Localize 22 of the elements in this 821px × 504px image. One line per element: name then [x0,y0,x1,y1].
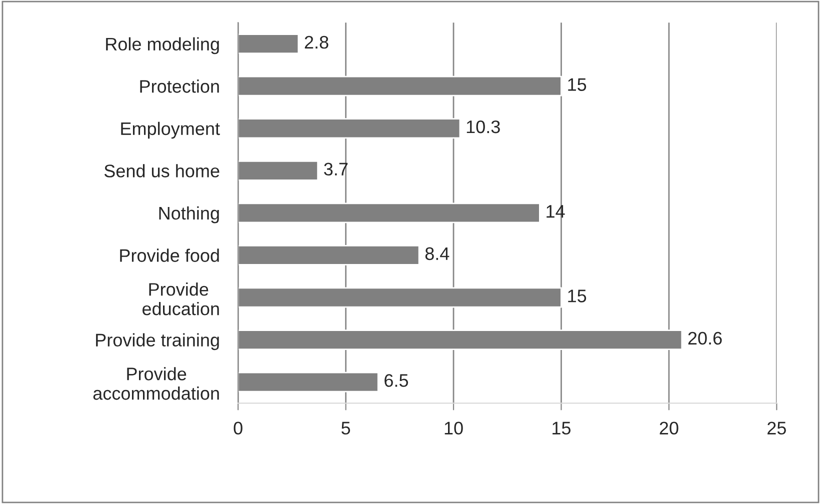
y-tick-label: Provide education [142,282,219,316]
data-label: 20.6 [688,332,722,345]
x-tick-label: 0 [234,422,242,435]
data-label: 10.3 [466,120,500,134]
data-label: 15 [568,78,586,91]
x-tick-label: 20 [660,422,678,435]
y-tick-label: Employment [121,122,220,139]
x-tick-label: 10 [444,422,463,435]
x-tick-label: 5 [342,422,350,435]
y-tick-label: Provide training [96,333,219,350]
y-tick-label: Role modeling [106,37,219,54]
x-tick-label: 15 [552,422,571,435]
y-tick-label: Nothing [159,206,219,224]
y-tick-label: Protection [140,80,219,93]
data-label: 2.8 [304,36,328,49]
x-tick-label: 25 [768,422,786,435]
data-label: 15 [568,290,586,302]
data-label: 8.4 [425,247,450,260]
data-label: 6.5 [384,374,408,387]
y-tick-label: Provide accommodation [93,367,219,400]
y-tick-label: Send us home [104,164,220,178]
y-tick-label: Provide food [120,248,219,262]
